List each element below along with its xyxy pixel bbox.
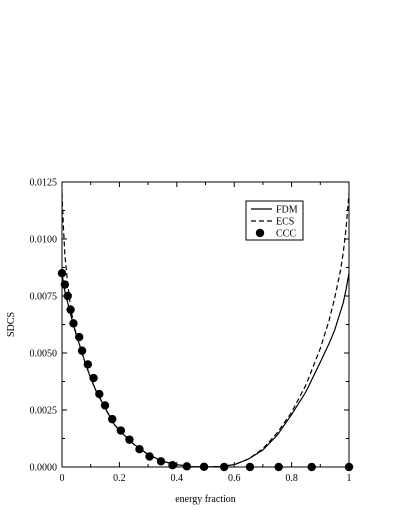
x-tick-label: 0.4	[171, 473, 184, 484]
x-axis-label: energy fraction	[175, 494, 236, 505]
series-layer	[57, 193, 354, 472]
ccc-marker	[274, 462, 283, 472]
legend-ecs-label: ECS	[276, 217, 294, 228]
ecs-line	[62, 193, 349, 467]
ccc-marker	[100, 401, 110, 410]
ccc-marker	[83, 360, 93, 369]
legend-fdm-label: FDM	[276, 205, 298, 216]
ccc-marker	[69, 319, 78, 328]
y-axis-label: SDCS	[6, 312, 17, 337]
ccc-marker	[125, 435, 134, 444]
ccc-marker	[145, 452, 154, 461]
ccc-marker	[307, 462, 316, 472]
ccc-marker	[168, 460, 177, 470]
ccc-marker	[95, 389, 104, 399]
legend-ccc-marker	[255, 228, 265, 238]
y-tick-label: 0.0125	[30, 178, 58, 189]
ccc-marker	[156, 457, 166, 466]
ccc-marker	[135, 445, 144, 454]
ccc-marker	[66, 305, 75, 314]
ccc-marker	[60, 280, 70, 289]
ccc-marker	[219, 462, 229, 472]
ccc-marker	[89, 373, 98, 383]
y-tick-label: 0.0025	[30, 406, 58, 417]
y-tick-label: 0.0050	[30, 349, 58, 360]
ccc-marker	[108, 414, 117, 424]
ccc-marker	[57, 269, 67, 278]
y-tick-label: 0.0000	[30, 463, 58, 474]
fdm-line	[62, 273, 349, 467]
y-tick-label: 0.0075	[30, 292, 58, 303]
ccc-marker	[63, 291, 72, 301]
ccc-marker	[75, 332, 84, 342]
legend-ccc-label: CCC	[276, 229, 296, 240]
plot-frame	[61, 181, 350, 468]
x-tick-label: 0	[60, 473, 65, 484]
ccc-marker	[344, 462, 354, 472]
x-tick-label: 0.2	[113, 473, 126, 484]
ccc-marker	[199, 462, 209, 471]
x-tick-label: 0.8	[285, 473, 298, 484]
ccc-marker	[182, 462, 192, 471]
y-tick-label: 0.0100	[30, 235, 58, 246]
ccc-marker	[245, 462, 255, 472]
x-tick-label: 1	[347, 473, 352, 484]
ccc-marker	[116, 426, 126, 435]
x-tick-label: 0.6	[228, 473, 241, 484]
ccc-marker	[77, 346, 87, 355]
